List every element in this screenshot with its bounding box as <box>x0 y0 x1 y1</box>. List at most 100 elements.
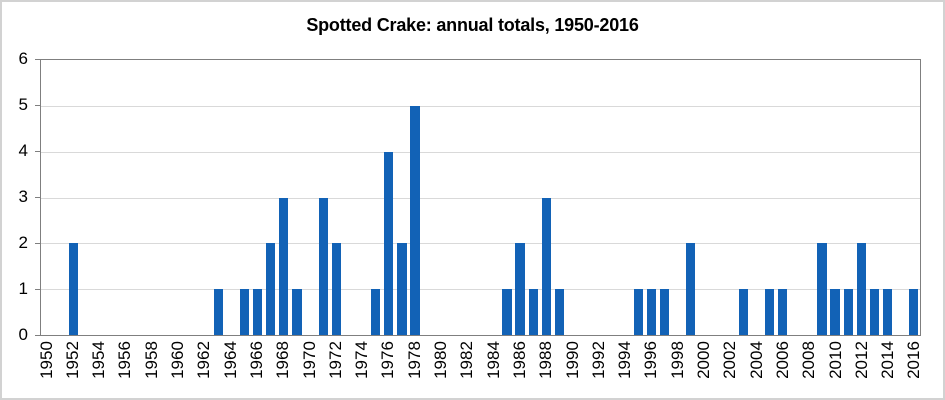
x-axis-tick-label-1978: 1978 <box>404 341 424 379</box>
y-axis-tick-label-6: 6 <box>18 49 28 68</box>
x-axis-tick-label-1982: 1982 <box>457 341 477 379</box>
bar-2005 <box>764 289 775 335</box>
bar-slot-1999 <box>684 60 697 335</box>
bar-slot-1959 <box>159 60 172 335</box>
bar-slot-1986 <box>514 60 527 335</box>
bar-slot-1983 <box>474 60 487 335</box>
x-axis-tick-label-1986: 1986 <box>509 341 529 379</box>
bar-slot-2000 <box>697 60 710 335</box>
bar-1988 <box>541 197 551 335</box>
gridline-y4 <box>41 151 920 153</box>
x-axis-tick-label-1964: 1964 <box>220 341 240 379</box>
y-axis-tick-mark-4 <box>35 151 40 152</box>
bar-1989 <box>554 289 565 335</box>
bar-slot-2015 <box>894 60 907 335</box>
bar-slot-1998 <box>671 60 684 335</box>
x-axis-tick-label-1992: 1992 <box>588 341 608 379</box>
bar-slot-1989 <box>553 60 566 335</box>
bar-slot-2011 <box>842 60 855 335</box>
bar-slot-1950 <box>41 60 54 335</box>
bar-slot-2005 <box>763 60 776 335</box>
bar-slot-2014 <box>881 60 894 335</box>
y-axis-tick-label-2: 2 <box>18 233 28 252</box>
bar-slot-1957 <box>133 60 146 335</box>
bar-1952 <box>69 243 79 335</box>
y-axis-tick-mark-1 <box>35 289 40 290</box>
bar-2010 <box>830 289 840 335</box>
bar-1977 <box>397 243 407 335</box>
bar-1986 <box>515 243 525 335</box>
bar-slot-1973 <box>343 60 356 335</box>
bar-slot-1981 <box>448 60 461 335</box>
bar-slot-2008 <box>802 60 815 335</box>
y-axis-tick-label-0: 0 <box>18 325 28 344</box>
bar-1976 <box>384 151 394 335</box>
bar-slot-1971 <box>317 60 330 335</box>
x-axis-tick-label-2002: 2002 <box>720 341 740 379</box>
bar-slot-1951 <box>54 60 67 335</box>
bar-slot-2001 <box>710 60 723 335</box>
bar-slot-1982 <box>461 60 474 335</box>
bar-1968 <box>279 197 289 335</box>
bar-slot-2009 <box>815 60 828 335</box>
x-axis-tick-label-1974: 1974 <box>352 341 372 379</box>
bar-1963 <box>213 289 223 335</box>
bar-1966 <box>252 289 263 335</box>
bar-slot-2007 <box>789 60 802 335</box>
y-axis-tick-label-3: 3 <box>18 187 28 206</box>
bar-slot-1961 <box>185 60 198 335</box>
x-axis-tick-label-2014: 2014 <box>878 341 898 379</box>
bar-slot-2002 <box>724 60 737 335</box>
bar-1975 <box>371 289 381 335</box>
y-axis-tick-mark-5 <box>35 105 40 106</box>
bar-slot-1980 <box>435 60 448 335</box>
bar-1967 <box>266 243 276 335</box>
bar-slot-1979 <box>422 60 435 335</box>
bar-2011 <box>843 289 853 335</box>
bar-slot-1964 <box>225 60 238 335</box>
bar-slot-1994 <box>619 60 632 335</box>
bar-slot-1974 <box>356 60 369 335</box>
bar-slot-1956 <box>120 60 133 335</box>
bar-1972 <box>331 243 341 335</box>
bar-slot-1988 <box>540 60 553 335</box>
y-axis-tick-label-4: 4 <box>18 141 28 160</box>
bar-slot-1969 <box>290 60 303 335</box>
bar-slot-2003 <box>737 60 750 335</box>
bar-slot-1952 <box>67 60 80 335</box>
x-axis-tick-label-2000: 2000 <box>694 341 714 379</box>
bar-1997 <box>659 289 670 335</box>
bar-2014 <box>882 289 893 335</box>
bar-1965 <box>239 289 250 335</box>
x-axis-tick-label-1958: 1958 <box>141 341 161 379</box>
bar-slot-1955 <box>107 60 120 335</box>
x-axis-tick-label-2004: 2004 <box>746 341 766 379</box>
x-axis-tick-label-1998: 1998 <box>667 341 687 379</box>
chart-title: Spotted Crake: annual totals, 1950-2016 <box>306 15 639 35</box>
x-axis-tick-label-1954: 1954 <box>89 341 109 379</box>
bar-1971 <box>318 197 328 335</box>
x-axis-tick-label-2016: 2016 <box>904 341 924 379</box>
bar-1999 <box>686 243 696 335</box>
x-axis-tick-label-1970: 1970 <box>299 341 319 379</box>
x-axis-tick-label-1968: 1968 <box>273 341 293 379</box>
x-axis-tick-label-1996: 1996 <box>641 341 661 379</box>
bar-slot-1987 <box>527 60 540 335</box>
bar-slot-1992 <box>592 60 605 335</box>
bar-slot-1958 <box>146 60 159 335</box>
bar-slot-2010 <box>829 60 842 335</box>
bar-slot-1966 <box>251 60 264 335</box>
x-axis-tick-label-1950: 1950 <box>36 341 56 379</box>
bar-slot-1975 <box>369 60 382 335</box>
gridline-y5 <box>41 105 920 107</box>
bar-slot-1996 <box>645 60 658 335</box>
bar-slot-1954 <box>94 60 107 335</box>
x-axis-tick-label-1960: 1960 <box>168 341 188 379</box>
x-axis-tick-label-2012: 2012 <box>851 341 871 379</box>
bar-series <box>41 60 920 335</box>
bar-slot-1972 <box>330 60 343 335</box>
gridline-y2 <box>41 243 920 245</box>
bar-slot-1990 <box>566 60 579 335</box>
bar-1987 <box>528 289 538 335</box>
